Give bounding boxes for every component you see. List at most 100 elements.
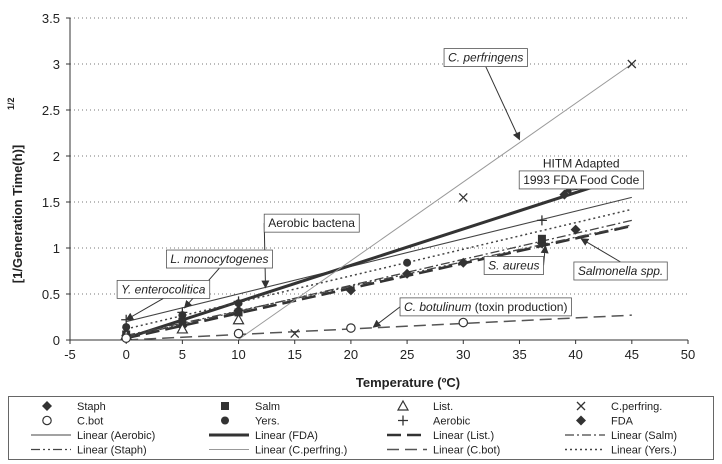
data-point-list <box>176 322 189 334</box>
annotation-box <box>573 261 668 281</box>
legend-item-list: List. <box>396 399 453 413</box>
legend-item-linear-fda: Linear (FDA) <box>209 430 318 442</box>
data-point-c-bot <box>346 323 356 333</box>
legend-label: Linear (Yers.) <box>611 445 677 457</box>
legend-item-linear-c-perfring: Linear (C.perfring.) <box>209 445 347 457</box>
annotation-arrow <box>372 306 401 328</box>
y-axis-label-superscript: 1/2 <box>6 97 16 110</box>
legend-label: List. <box>433 401 453 413</box>
trendline-linear-yers <box>126 208 632 330</box>
legend-marker <box>221 416 229 425</box>
data-point-staph <box>402 268 413 279</box>
annotation-text: Salmonella spp. <box>578 264 663 278</box>
legend-label: Linear (Staph) <box>77 445 147 457</box>
legend-label: C.perfring. <box>611 401 662 413</box>
trendline-linear-staph <box>126 224 632 337</box>
legend-marker <box>576 401 586 411</box>
data-point-c-perfring <box>458 192 468 202</box>
legend-item-yers: Yers. <box>221 416 280 428</box>
legend-label: Yers. <box>255 416 280 428</box>
data-point-aerobic <box>177 307 188 318</box>
legend-item-linear-list: Linear (List.) <box>387 430 494 442</box>
annotation-s-aureus: S. aureus <box>483 245 549 275</box>
trendline-linear-aerobic <box>126 196 632 323</box>
annotation-box <box>166 249 273 269</box>
data-point-staph <box>345 285 356 296</box>
y-axis-label-text: [1/Generation Time(h)] <box>10 145 25 283</box>
legend-label: Staph <box>77 401 106 413</box>
y-tick-label: 0 <box>53 333 60 348</box>
x-tick-label: -5 <box>64 347 76 362</box>
data-point-salm <box>234 308 243 317</box>
annotation-box <box>399 297 572 317</box>
trendline-linear-c-perfring <box>236 63 633 340</box>
data-point-c-bot <box>121 333 131 343</box>
x-tick-label: 10 <box>231 347 245 362</box>
data-point-salm <box>537 234 546 243</box>
y-tick-label: 3 <box>53 57 60 72</box>
legend-marker <box>221 402 229 410</box>
trendline-linear-list <box>125 224 633 340</box>
legend-label: Linear (Salm) <box>611 430 677 442</box>
data-point-c-perfring <box>290 329 300 339</box>
data-point-aerobic <box>233 296 244 307</box>
annotation-text: Y. enterocolitica <box>121 282 206 296</box>
y-axis-label: [1/Generation Time(h)] 1/2 <box>6 97 25 283</box>
data-point-yers <box>403 258 412 267</box>
data-point-c-bot <box>458 317 469 328</box>
annotation-text: L. monocytogenes <box>170 252 268 266</box>
legend-label: C.bot <box>77 416 103 428</box>
legend-marker <box>396 399 410 411</box>
x-tick-label: 30 <box>456 347 470 362</box>
y-tick-label: 2 <box>53 149 60 164</box>
annotation-text: S. aureus <box>488 258 539 272</box>
annotation-box <box>483 256 544 275</box>
y-tick-label: 2.5 <box>42 103 60 118</box>
legend-label: Linear (FDA) <box>255 430 318 442</box>
annotation-c-botulinum-toxin-production: C. botulinum (toxin production) <box>372 297 572 328</box>
y-tick-label: 0.5 <box>42 287 60 302</box>
axes: 0 0.5 1 1.5 2 2.5 3 3.5 -5 0 5 10 15 20 25 30 35 40 45 50 <box>42 11 695 362</box>
x-tick-label: 15 <box>287 347 301 362</box>
x-tick-label: 45 <box>625 347 639 362</box>
annotation-arrow <box>485 66 521 141</box>
annotation-text: C. botulinum (toxin production) <box>404 300 567 314</box>
y-tick-label: 1.5 <box>42 195 60 210</box>
annotation-box <box>116 279 211 299</box>
legend-item-fda: FDA <box>576 415 634 428</box>
annotation-text: Aerobic bactena <box>268 216 355 230</box>
legend-item-linear-aerobic: Linear (Aerobic) <box>31 430 155 442</box>
legend-label: Linear (C.perfring.) <box>255 445 347 457</box>
y-tick-label: 3.5 <box>42 11 60 26</box>
x-tick-label: 40 <box>568 347 582 362</box>
annotations: C. perfringens HITM Adapted 1993 FDA Food … <box>116 48 668 328</box>
data-point-yers <box>122 323 131 332</box>
annotation-box <box>263 213 360 233</box>
annotation-l-monocytogenes: L. monocytogenes <box>166 249 273 309</box>
annotation-arrow <box>125 297 164 321</box>
legend-marker <box>42 415 52 426</box>
data-point-aerobic <box>536 215 547 226</box>
data-point-staph <box>570 224 581 235</box>
legend: Staph Salm List. C.perfring. C.bot Yers. Aerob… <box>8 396 714 460</box>
annotation-hitm-adapted: HITM Adapted <box>543 156 620 170</box>
trendline-linear-c-bot <box>126 314 632 340</box>
legend-item-linear-salm: Linear (Salm) <box>565 430 677 442</box>
annotation-box <box>518 170 645 190</box>
legend-item-linear-yers: Linear (Yers.) <box>565 445 677 457</box>
legend-marker <box>576 415 586 426</box>
legend-item-c-bot: C.bot <box>42 415 103 428</box>
x-tick-label: 35 <box>512 347 526 362</box>
annotation-aerobic-bactena: Aerobic bactena <box>261 213 360 289</box>
annotation-1993-fda-food-code: 1993 FDA Food Code <box>518 170 645 195</box>
legend-item-staph: Staph <box>42 401 106 413</box>
trendline-linear-fda <box>125 172 633 340</box>
x-axis-label: Temperature (ºC) <box>356 375 460 390</box>
annotation-salmonella-spp: Salmonella spp. <box>573 238 668 281</box>
legend-item-aerobic: Aerobic <box>398 415 471 428</box>
legend-label: Linear (C.bot) <box>433 445 500 457</box>
annotation-c-perfringens: C. perfringens <box>443 48 528 141</box>
x-tick-label: 20 <box>344 347 358 362</box>
legend-item-salm: Salm <box>221 401 280 413</box>
